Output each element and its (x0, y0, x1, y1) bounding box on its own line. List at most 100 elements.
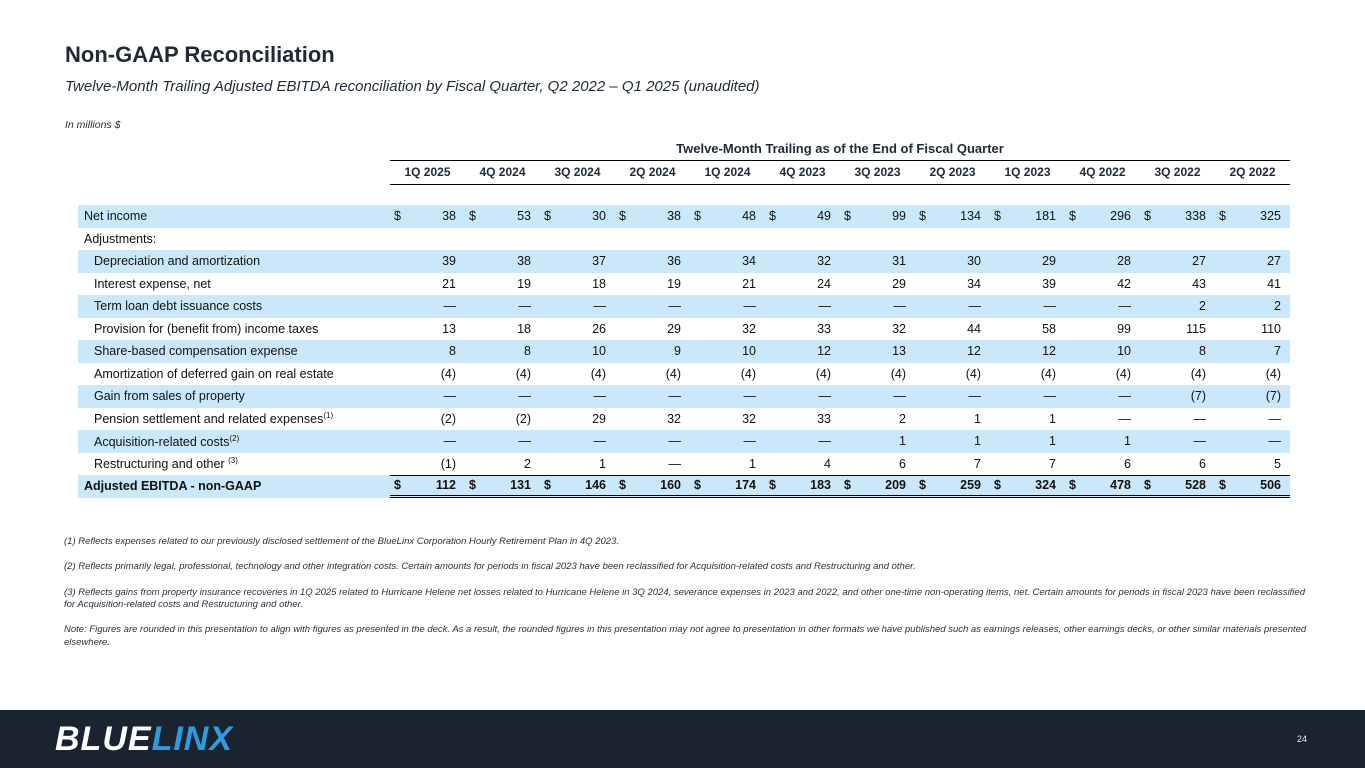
cell-value: — (443, 389, 457, 404)
value-cell: (2) (465, 412, 540, 426)
value-cell: 1 (840, 434, 915, 448)
row-values: 21 19 18 19 21 24 29 34 39 42 43 41 (390, 273, 1290, 296)
value-cell: $48 (690, 209, 765, 223)
cell-value: 12 (817, 344, 831, 359)
cell-value: 26 (592, 321, 606, 336)
cell-value: 1 (899, 434, 906, 449)
value-cell: 37 (540, 254, 615, 268)
value-cell: — (1065, 412, 1140, 426)
value-cell: — (540, 299, 615, 313)
value-cell: 32 (690, 322, 765, 336)
value-cell: (4) (690, 367, 765, 381)
cell-value: — (1043, 299, 1057, 314)
cell-value: 31 (892, 254, 906, 269)
value-cell: — (465, 389, 540, 403)
row-values: — — — — — — 1 1 1 1 — — (390, 430, 1290, 453)
cell-value: 29 (892, 276, 906, 291)
value-cell: 9 (615, 344, 690, 358)
cell-value: 115 (1186, 321, 1206, 336)
table-row: Pension settlement and related expenses(… (78, 408, 1290, 431)
cell-value: 13 (442, 321, 456, 336)
value-cell: — (840, 299, 915, 313)
value-cell: $506 (1215, 478, 1290, 492)
value-cell: — (390, 299, 465, 313)
row-label: Term loan debt issuance costs (94, 299, 263, 314)
currency-symbol: $ (769, 478, 776, 493)
cell-value: 38 (667, 209, 681, 224)
cell-value: — (743, 389, 757, 404)
cell-value: — (1118, 389, 1132, 404)
cell-value: — (668, 389, 682, 404)
value-cell: (4) (915, 367, 990, 381)
cell-value: 38 (442, 209, 456, 224)
page-subtitle: Twelve-Month Trailing Adjusted EBITDA re… (65, 78, 760, 95)
currency-symbol: $ (994, 209, 1001, 224)
cell-value: 131 (510, 478, 531, 493)
column-header: 4Q 2024 (479, 165, 526, 179)
cell-value: 41 (1267, 276, 1281, 291)
value-cell: $160 (615, 478, 690, 492)
row-values: 13 18 26 29 32 33 32 44 58 99 115 110 (390, 318, 1290, 341)
row-label: Share-based compensation expense (94, 344, 298, 359)
value-cell: 24 (765, 277, 840, 291)
value-cell: 13 (840, 344, 915, 358)
value-cell: 32 (690, 412, 765, 426)
cell-value: 42 (1117, 276, 1131, 291)
value-cell: 1 (540, 457, 615, 471)
value-cell: (4) (840, 367, 915, 381)
cell-value: 478 (1110, 478, 1131, 493)
value-cell: — (840, 389, 915, 403)
cell-value: 30 (967, 254, 981, 269)
value-cell: $183 (765, 478, 840, 492)
cell-value: 28 (1117, 254, 1131, 269)
cell-value: 21 (442, 276, 456, 291)
value-cell: — (915, 389, 990, 403)
value-cell: $325 (1215, 209, 1290, 223)
cell-value: 146 (585, 478, 606, 493)
cell-value: — (1268, 411, 1282, 426)
cell-value: 209 (885, 478, 906, 493)
value-cell: 18 (465, 322, 540, 336)
cell-value: (4) (440, 366, 456, 381)
row-values: (4) (4) (4) (4) (4) (4) (4) (4) (4) (4) (4) (4) (390, 363, 1290, 386)
cell-value: — (893, 389, 907, 404)
value-cell: — (915, 299, 990, 313)
value-cell: (4) (390, 367, 465, 381)
cell-value: 1 (974, 411, 981, 426)
value-cell: — (765, 434, 840, 448)
currency-symbol: $ (844, 478, 851, 493)
cell-value: — (518, 434, 532, 449)
cell-value: 18 (592, 276, 606, 291)
currency-symbol: $ (1069, 209, 1076, 224)
value-cell: 10 (540, 344, 615, 358)
cell-value: 2 (524, 456, 531, 471)
value-cell: 44 (915, 322, 990, 336)
row-label: Amortization of deferred gain on real es… (94, 366, 334, 381)
cell-value: 2 (1274, 299, 1281, 314)
value-cell: — (690, 434, 765, 448)
value-cell: $53 (465, 209, 540, 223)
cell-value: (4) (740, 366, 756, 381)
cell-value: 296 (1110, 209, 1131, 224)
table-row: Adjusted EBITDA - non-GAAP $112 $131 $146 $1… (78, 475, 1290, 498)
currency-symbol: $ (394, 209, 401, 224)
column-header: 3Q 2022 (1154, 165, 1201, 179)
cell-value: 99 (1117, 321, 1131, 336)
column-header: 1Q 2024 (704, 165, 751, 179)
currency-symbol: $ (469, 478, 476, 493)
value-cell: $38 (615, 209, 690, 223)
value-cell: (1) (390, 457, 465, 471)
table-row: Amortization of deferred gain on real es… (78, 363, 1290, 386)
value-cell: $338 (1140, 209, 1215, 223)
value-cell: 6 (1065, 457, 1140, 471)
cell-value: 1 (1049, 411, 1056, 426)
cell-value: — (518, 389, 532, 404)
value-cell: — (765, 299, 840, 313)
cell-value: — (593, 389, 607, 404)
cell-value: 34 (967, 276, 981, 291)
footnote-3: (3) Reflects gains from property insuran… (64, 586, 1305, 611)
units-label: In millions $ (65, 119, 121, 131)
table-row: Adjustments: (78, 228, 1290, 251)
value-cell: 39 (390, 254, 465, 268)
value-cell: 29 (990, 254, 1065, 268)
